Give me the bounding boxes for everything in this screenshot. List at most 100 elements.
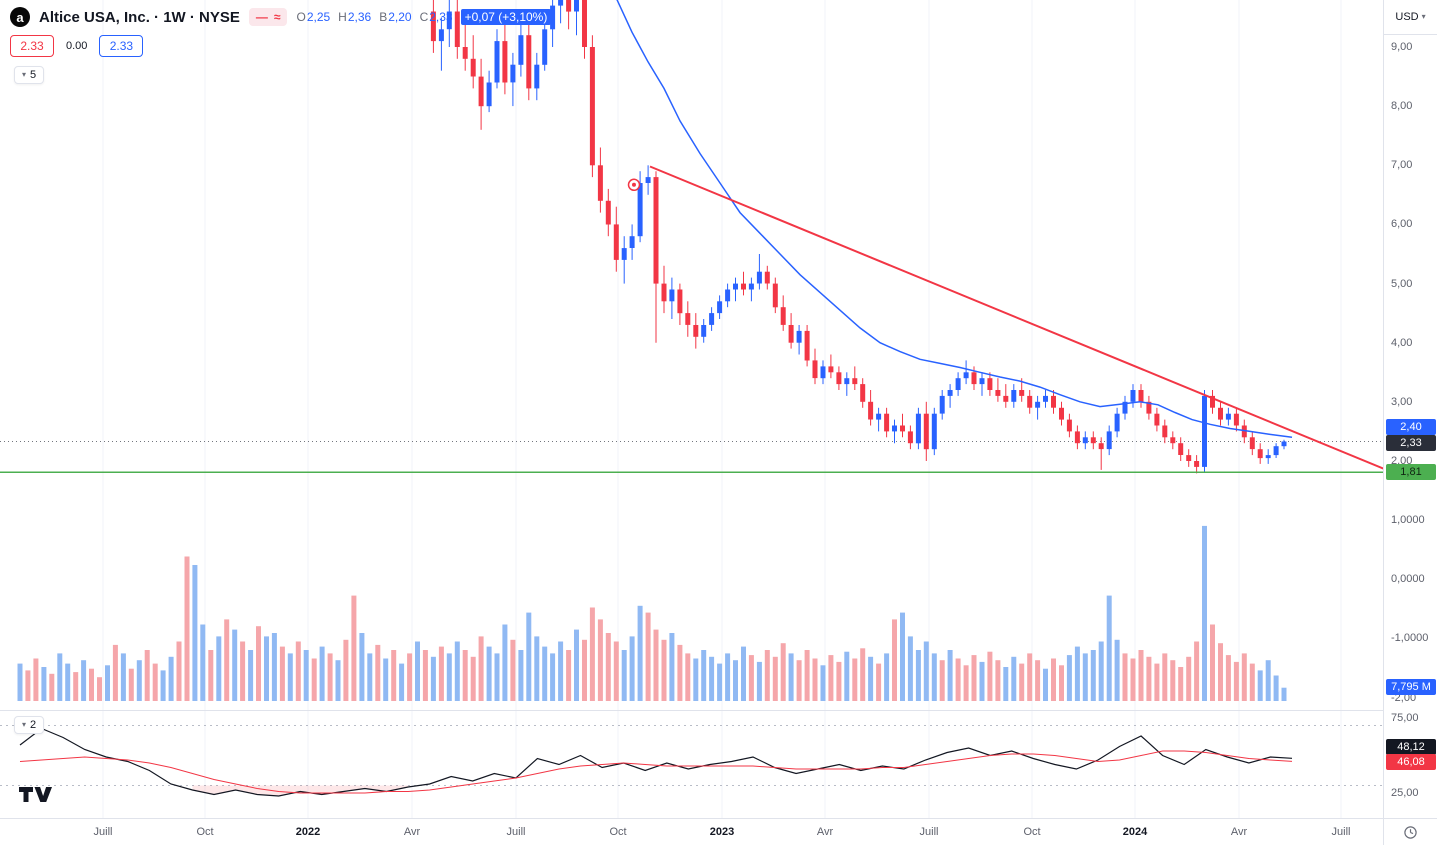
price-axis-label: 4,00 — [1391, 336, 1413, 349]
candle-body — [526, 35, 532, 89]
volume-bar — [232, 629, 238, 701]
volume-bar — [200, 624, 206, 701]
symbol-title[interactable]: Altice USA, Inc. · 1W · NYSE — [39, 8, 240, 26]
volume-bar — [876, 663, 882, 701]
volume-bar — [693, 658, 699, 701]
time-axis-label: Juill — [919, 826, 939, 838]
volume-bar — [1011, 656, 1017, 701]
candle-body — [828, 366, 834, 373]
candle-body — [430, 11, 436, 42]
wave-icon: ≈ — [273, 10, 281, 24]
volume-bar — [160, 670, 166, 701]
volume-bar — [963, 665, 969, 701]
buy-button[interactable]: 2.33 — [99, 35, 144, 57]
legend-style-pill[interactable]: — ≈ — [248, 8, 288, 26]
volume-bar — [1035, 660, 1041, 701]
candle-body — [725, 289, 731, 302]
bars-pattern-pill[interactable]: ▾ 5 — [14, 66, 45, 84]
time-axis-label: Avr — [1230, 826, 1248, 838]
candle-body — [915, 413, 921, 444]
volume-bar — [868, 656, 874, 701]
pane-separator-handle[interactable] — [0, 710, 1437, 711]
candle-body — [1130, 390, 1136, 402]
volume-bar — [25, 670, 31, 701]
volume-bar — [454, 641, 460, 701]
indicator-collapse-pill[interactable]: ▾ 2 — [14, 716, 45, 734]
time-axis-label: Oct — [609, 826, 627, 838]
volume-bar — [780, 643, 786, 701]
time-axis-label: 2022 — [295, 826, 321, 838]
candle-body — [1154, 413, 1160, 426]
clock-icon — [1404, 826, 1417, 839]
volume-bar — [248, 650, 254, 701]
sell-button[interactable]: 2.33 — [10, 35, 54, 57]
price-axis-label: 6,00 — [1391, 218, 1413, 231]
volume-bar — [772, 656, 778, 701]
price-axis-label: 1,0000 — [1391, 514, 1425, 527]
volume-bar — [613, 641, 619, 701]
volume-bar — [494, 653, 500, 701]
volume-bar — [295, 641, 301, 701]
volume-bar — [1170, 660, 1176, 701]
volume-bar — [939, 660, 945, 701]
volume-bar — [136, 660, 142, 701]
chevron-down-icon: ▾ — [22, 70, 27, 79]
volume-bar — [589, 607, 595, 701]
candle-body — [494, 41, 500, 83]
candle-body — [582, 0, 587, 48]
volume-bar — [733, 660, 738, 701]
tradingview-logo[interactable] — [18, 786, 56, 808]
volume-bar — [955, 658, 961, 701]
candle-body — [1114, 413, 1120, 432]
rsi-axis-label: 25,00 — [1391, 787, 1419, 799]
volume-bar — [892, 619, 897, 701]
candle-body — [1122, 401, 1128, 414]
close-label: C — [419, 10, 429, 24]
flat-line-icon: — — [255, 10, 268, 24]
candle-body — [438, 29, 444, 42]
symbol-logo[interactable]: a — [10, 7, 30, 27]
axis-price-badge: 2,33 — [1386, 435, 1436, 451]
volume-bar — [327, 653, 333, 701]
currency-toggle[interactable]: USD ▾ — [1384, 0, 1437, 35]
volume-bar — [605, 633, 611, 701]
volume-bar — [41, 667, 47, 701]
candle-body — [1043, 395, 1048, 402]
volume-bar — [558, 641, 564, 701]
candle-body — [1035, 401, 1041, 408]
candle-body — [454, 11, 460, 47]
candle-body — [1186, 455, 1192, 461]
volume-bar — [915, 650, 921, 701]
volume-bar — [923, 641, 929, 701]
time-axis[interactable]: Juill Oct 2022 Avr Juill Oct 2023 Avr Juill Oct 20… — [0, 818, 1437, 845]
volume-bar — [128, 668, 134, 701]
volume-bar — [804, 650, 810, 701]
volume-bar — [430, 656, 436, 701]
candle-body — [820, 366, 826, 379]
rsi-ma-line — [19, 750, 1293, 794]
candle-body — [836, 372, 842, 385]
candle-body — [558, 0, 564, 6]
volume-bar — [844, 651, 850, 701]
trendline-drawing[interactable] — [649, 165, 1383, 470]
candle-body — [1265, 455, 1271, 459]
volume-bar — [470, 656, 476, 701]
volume-bar — [1051, 658, 1056, 701]
volume-bar — [446, 653, 452, 701]
volume-bar — [81, 660, 87, 701]
volume-bar — [1210, 624, 1215, 701]
price-axis-label: 0,0000 — [1391, 573, 1425, 586]
candle-body — [478, 76, 484, 107]
candle-body — [1170, 437, 1176, 444]
time-axis-label: 2024 — [1122, 826, 1148, 838]
candle-body — [1019, 390, 1025, 396]
axis-price-badge: 7,795 M — [1386, 679, 1436, 695]
volume-bar — [701, 650, 707, 701]
price-axis[interactable]: USD ▾ 9,00 8,00 7,00 6,00 5,00 4,00 3,00 2,00 1,… — [1383, 0, 1437, 818]
chart-canvas[interactable] — [0, 0, 1383, 818]
volume-bar — [979, 661, 985, 701]
volume-bar — [860, 648, 866, 701]
time-axis-label: Avr — [816, 826, 834, 838]
ma-line[interactable] — [616, 0, 1293, 439]
timezone-button[interactable] — [1383, 819, 1437, 845]
